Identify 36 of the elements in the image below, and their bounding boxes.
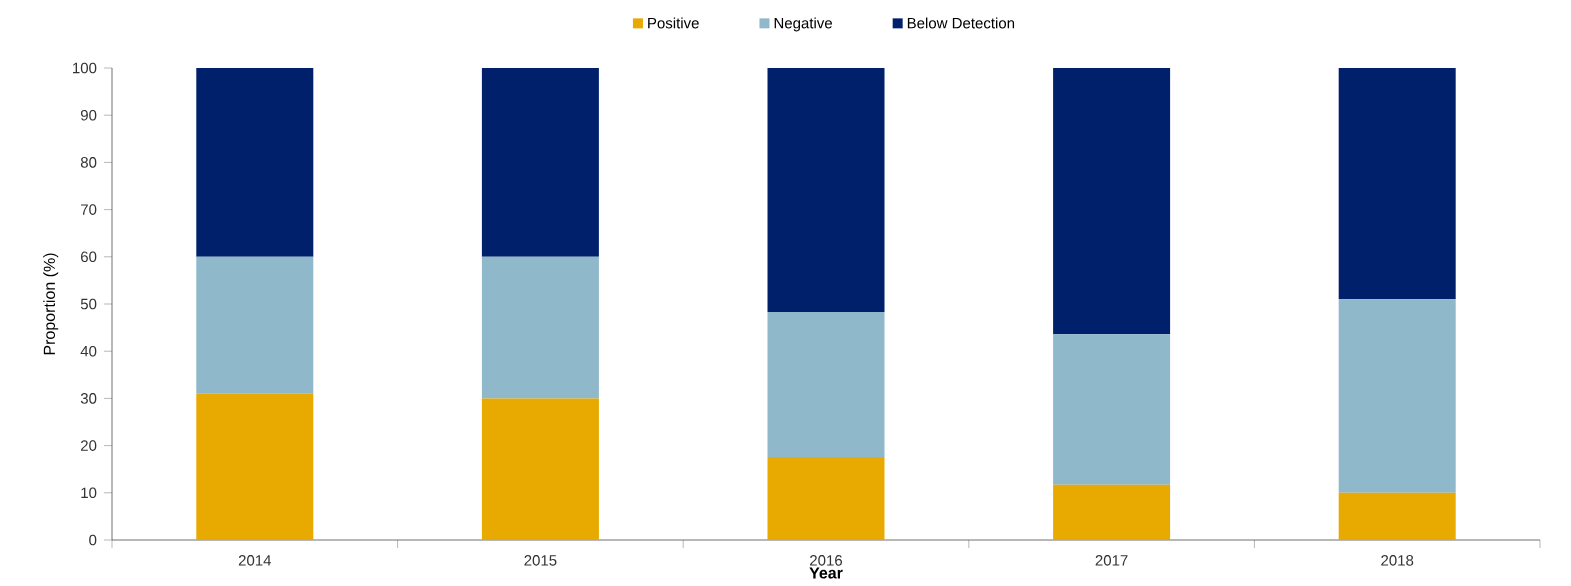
x-tick-label: 2016 <box>810 555 843 566</box>
bar <box>767 312 885 457</box>
legend-label: Negative <box>774 17 832 32</box>
x-tick-label: 2018 <box>1381 555 1414 566</box>
bar <box>1053 68 1171 335</box>
y-tick-label: 30 <box>80 393 97 404</box>
bar <box>196 256 314 394</box>
y-tick-label: 20 <box>81 440 97 451</box>
y-tick-label: 0 <box>89 534 97 546</box>
bar <box>1338 68 1456 300</box>
y-tick-label: 40 <box>80 345 97 357</box>
y-tick-label: 50 <box>80 298 97 310</box>
bar <box>1053 334 1171 485</box>
legend-label: Positive <box>648 17 699 29</box>
bar <box>196 68 314 257</box>
x-axis-title: Year <box>809 567 843 579</box>
bar <box>481 256 599 399</box>
bar <box>1053 484 1171 540</box>
bar <box>1338 299 1456 493</box>
x-tick-label: 2014 <box>238 555 272 566</box>
y-axis-title: Proportion (%) <box>43 253 59 355</box>
bar <box>767 68 885 313</box>
bar <box>196 393 314 540</box>
legend-label: Below Detection <box>907 17 1015 29</box>
y-tick-label: 90 <box>80 109 97 121</box>
bar <box>767 456 885 540</box>
bar <box>1338 492 1456 540</box>
y-tick-label: 60 <box>81 251 97 263</box>
y-tick-label: 70 <box>81 204 97 215</box>
bar <box>481 398 599 540</box>
x-tick-label: 2015 <box>524 555 557 566</box>
bar <box>481 68 599 257</box>
y-tick-label: 100 <box>73 62 97 74</box>
y-tick-label: 10 <box>81 487 97 499</box>
y-tick-label: 80 <box>80 157 97 168</box>
x-tick-label: 2017 <box>1095 555 1128 566</box>
